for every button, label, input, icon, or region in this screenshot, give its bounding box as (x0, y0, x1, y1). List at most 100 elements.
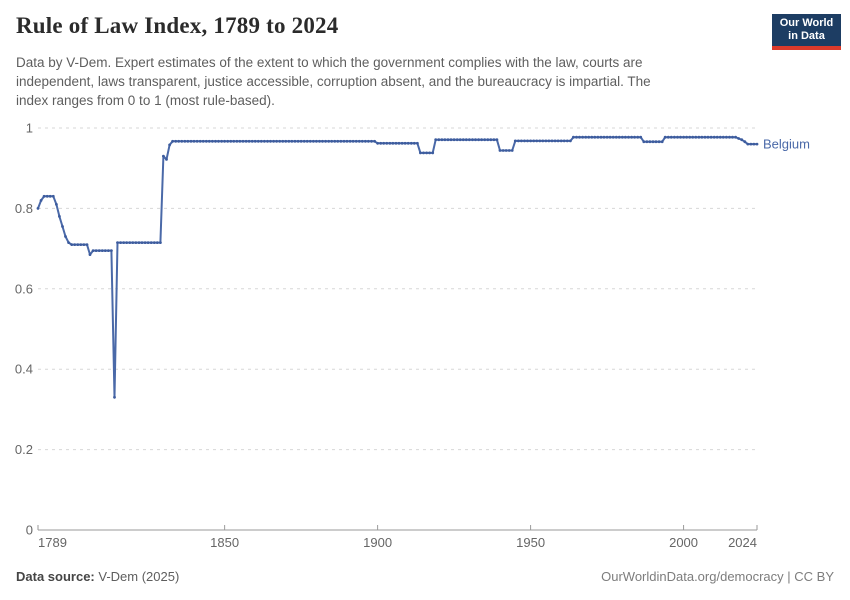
data-point-marker[interactable] (345, 139, 349, 143)
data-point-marker[interactable] (565, 139, 569, 143)
data-point-marker[interactable] (694, 135, 698, 139)
data-point-marker[interactable] (627, 135, 630, 139)
data-point-marker[interactable] (400, 141, 404, 145)
data-point-marker[interactable] (599, 135, 603, 139)
data-point-marker[interactable] (703, 135, 707, 139)
data-point-marker[interactable] (517, 139, 520, 143)
data-point-marker[interactable] (633, 135, 636, 139)
data-point-marker[interactable] (587, 135, 591, 139)
owid-logo[interactable]: Our World in Data (772, 14, 841, 50)
data-point-marker[interactable] (376, 141, 379, 145)
data-point-marker[interactable] (740, 138, 744, 142)
data-point-marker[interactable] (100, 249, 104, 253)
data-point-marker[interactable] (660, 140, 664, 144)
data-point-marker[interactable] (82, 243, 86, 247)
data-point-marker[interactable] (318, 139, 321, 143)
data-point-marker[interactable] (272, 139, 275, 143)
data-point-marker[interactable] (266, 139, 269, 143)
data-point-marker[interactable] (529, 139, 532, 143)
data-point-marker[interactable] (523, 139, 526, 143)
data-point-marker[interactable] (364, 139, 367, 143)
data-point-marker[interactable] (58, 215, 61, 218)
data-point-marker[interactable] (241, 139, 245, 143)
data-point-marker[interactable] (624, 135, 627, 139)
data-point-marker[interactable] (155, 241, 159, 245)
data-point-marker[interactable] (315, 139, 318, 143)
data-point-marker[interactable] (152, 241, 156, 245)
data-point-marker[interactable] (220, 139, 224, 143)
data-point-marker[interactable] (76, 243, 80, 247)
data-point-marker[interactable] (416, 141, 419, 145)
data-point-marker[interactable] (382, 141, 386, 145)
data-point-marker[interactable] (562, 139, 566, 143)
data-point-marker[interactable] (501, 149, 505, 152)
data-point-marker[interactable] (253, 139, 257, 143)
data-point-marker[interactable] (55, 203, 58, 206)
data-point-marker[interactable] (330, 139, 334, 143)
data-point-marker[interactable] (113, 395, 116, 399)
data-point-marker[interactable] (535, 139, 539, 143)
data-point-marker[interactable] (192, 139, 196, 143)
data-point-marker[interactable] (437, 138, 441, 142)
data-point-marker[interactable] (446, 138, 450, 142)
data-point-marker[interactable] (244, 139, 248, 143)
data-point-marker[interactable] (171, 139, 175, 143)
data-point-marker[interactable] (397, 141, 401, 145)
data-point-marker[interactable] (569, 139, 572, 143)
data-point-marker[interactable] (324, 139, 327, 143)
data-point-marker[interactable] (91, 249, 95, 253)
data-point-marker[interactable] (88, 253, 92, 256)
data-point-marker[interactable] (449, 138, 453, 142)
data-point-marker[interactable] (198, 139, 202, 143)
data-point-marker[interactable] (308, 139, 312, 143)
data-point-marker[interactable] (443, 138, 447, 142)
data-point-marker[interactable] (553, 139, 557, 143)
data-point-marker[interactable] (584, 135, 588, 139)
data-point-marker[interactable] (370, 139, 373, 143)
data-point-marker[interactable] (259, 139, 263, 143)
data-point-marker[interactable] (712, 135, 716, 139)
data-point-marker[interactable] (737, 137, 740, 140)
data-point-marker[interactable] (189, 139, 193, 143)
data-point-marker[interactable] (749, 142, 753, 146)
data-point-marker[interactable] (452, 138, 456, 142)
data-point-marker[interactable] (339, 139, 343, 143)
data-point-marker[interactable] (278, 139, 282, 143)
data-point-marker[interactable] (61, 225, 64, 228)
data-point-marker[interactable] (207, 139, 211, 143)
data-point-marker[interactable] (685, 135, 688, 139)
data-point-marker[interactable] (461, 138, 465, 142)
data-point-marker[interactable] (544, 139, 548, 143)
data-point-marker[interactable] (351, 139, 355, 143)
data-point-marker[interactable] (367, 139, 370, 143)
data-point-marker[interactable] (608, 135, 612, 139)
data-point-marker[interactable] (137, 241, 141, 245)
data-point-marker[interactable] (36, 207, 40, 210)
data-point-marker[interactable] (214, 139, 217, 143)
data-point-marker[interactable] (458, 138, 462, 142)
data-point-marker[interactable] (263, 139, 266, 143)
data-point-marker[interactable] (504, 149, 508, 152)
data-point-marker[interactable] (73, 243, 77, 247)
data-point-marker[interactable] (51, 194, 55, 198)
data-point-marker[interactable] (676, 135, 679, 139)
data-point-marker[interactable] (431, 151, 435, 155)
data-point-marker[interactable] (125, 241, 129, 245)
data-point-marker[interactable] (630, 135, 633, 139)
data-point-marker[interactable] (611, 135, 615, 139)
data-point-marker[interactable] (321, 139, 324, 143)
data-point-marker[interactable] (483, 138, 487, 142)
data-point-marker[interactable] (226, 139, 230, 143)
data-point-marker[interactable] (143, 241, 147, 245)
data-point-marker[interactable] (559, 139, 563, 143)
data-point-marker[interactable] (284, 139, 288, 143)
data-point-marker[interactable] (238, 139, 242, 143)
data-point-marker[interactable] (434, 138, 438, 142)
data-point-marker[interactable] (250, 139, 254, 143)
data-point-marker[interactable] (507, 149, 511, 152)
data-point-marker[interactable] (183, 139, 187, 143)
data-point-marker[interactable] (357, 139, 361, 143)
data-point-marker[interactable] (642, 140, 646, 144)
data-point-marker[interactable] (379, 141, 383, 145)
data-point-marker[interactable] (728, 135, 731, 139)
